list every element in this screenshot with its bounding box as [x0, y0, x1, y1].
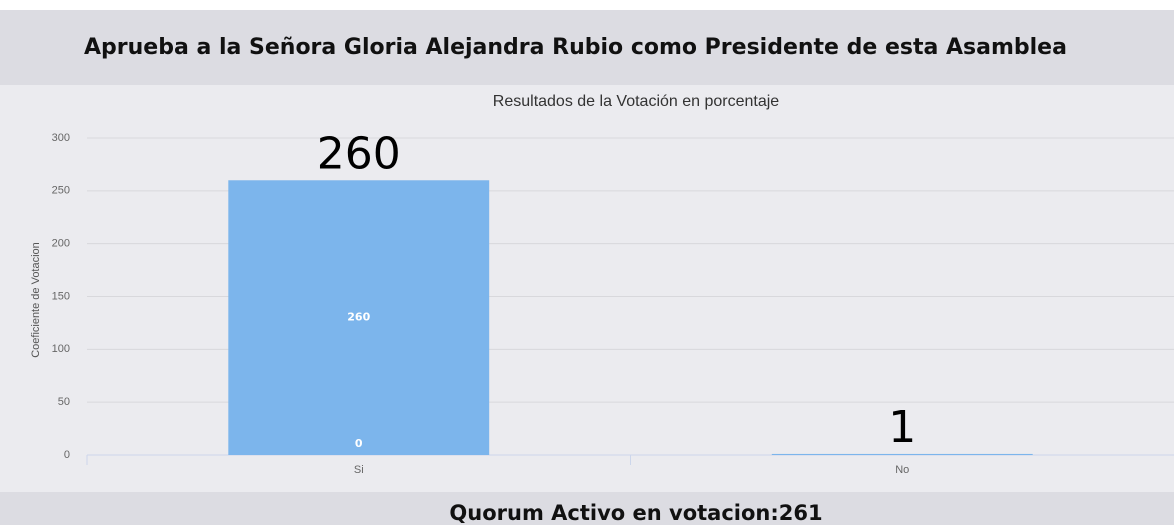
- footer-band: [0, 492, 1174, 525]
- y-tick-label: 150: [52, 290, 70, 302]
- header-title: Aprueba a la Señora Gloria Alejandra Rub…: [84, 35, 1067, 60]
- y-tick-label: 250: [52, 185, 70, 197]
- data-label: 1: [888, 402, 916, 453]
- data-label: 260: [317, 128, 401, 179]
- y-tick-label: 50: [58, 396, 70, 408]
- chart-area: [0, 85, 1174, 492]
- inner-label: 260: [347, 311, 370, 324]
- footer-text: Quorum Activo en votacion:261: [449, 501, 822, 525]
- bar: [228, 180, 490, 455]
- x-tick-label: Si: [354, 464, 364, 476]
- x-tick-label: No: [895, 464, 909, 476]
- y-tick-label: 0: [64, 449, 70, 461]
- header-band: [0, 10, 1174, 85]
- y-axis-label: Coeficiente de Votacion: [30, 242, 42, 358]
- bar: [771, 453, 1033, 455]
- y-tick-label: 300: [52, 132, 70, 144]
- chart-title: Resultados de la Votación en porcentaje: [493, 93, 780, 110]
- y-tick-label: 100: [52, 343, 70, 355]
- y-tick-label: 200: [52, 238, 70, 250]
- base-label: 0: [355, 437, 363, 450]
